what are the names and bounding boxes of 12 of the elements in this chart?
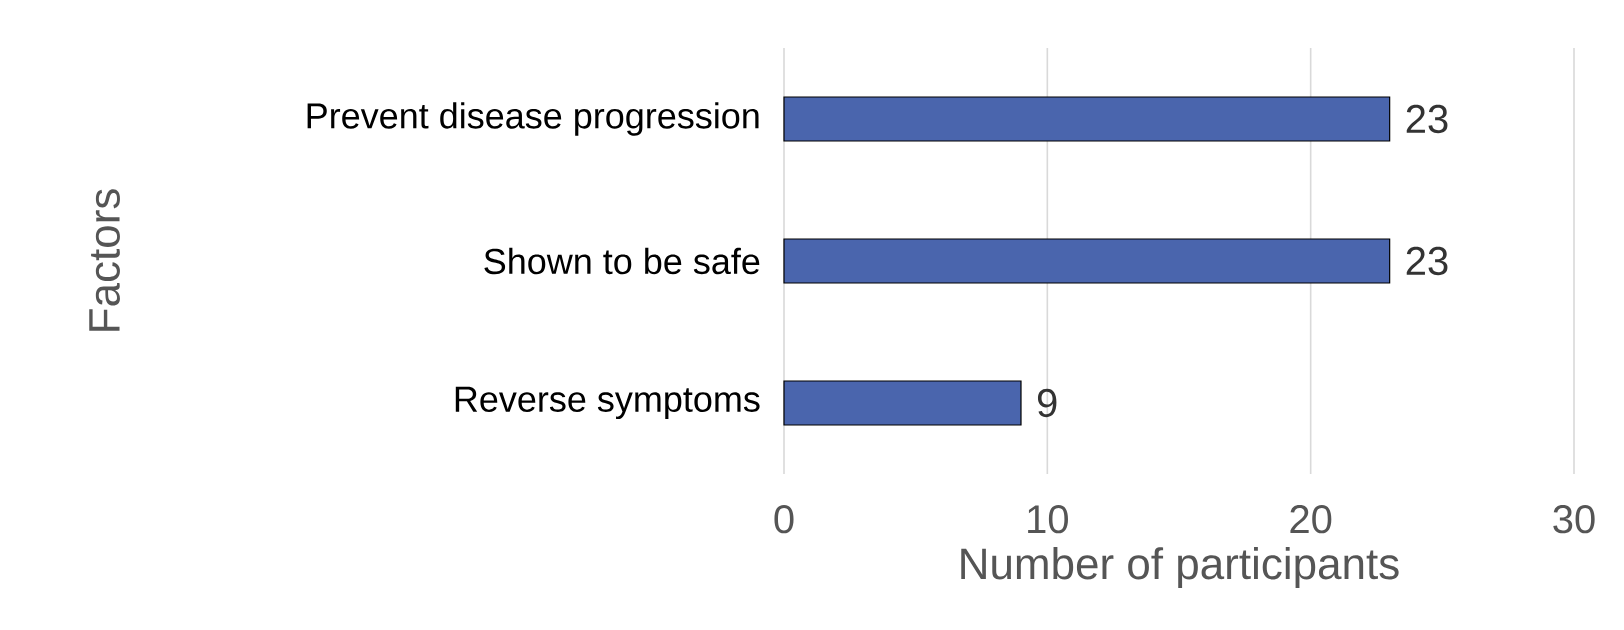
x-tick-label: 30 [1553,505,1595,534]
y-tick-label: Shown to be safe [484,247,760,275]
data-label: 23 [1406,246,1448,276]
x-tick-label: 0 [774,505,794,534]
data-label: 9 [1037,388,1057,418]
y-tick-label: Reverse symptoms [455,386,760,420]
x-axis-title: Number of participants [961,547,1399,589]
y-tick-label: Prevent disease progression [307,102,759,136]
data-label: 23 [1406,104,1448,134]
x-tick-label: 20 [1290,505,1332,534]
x-tick-label: 10 [1028,505,1068,534]
y-axis-title: Factors [89,189,120,331]
